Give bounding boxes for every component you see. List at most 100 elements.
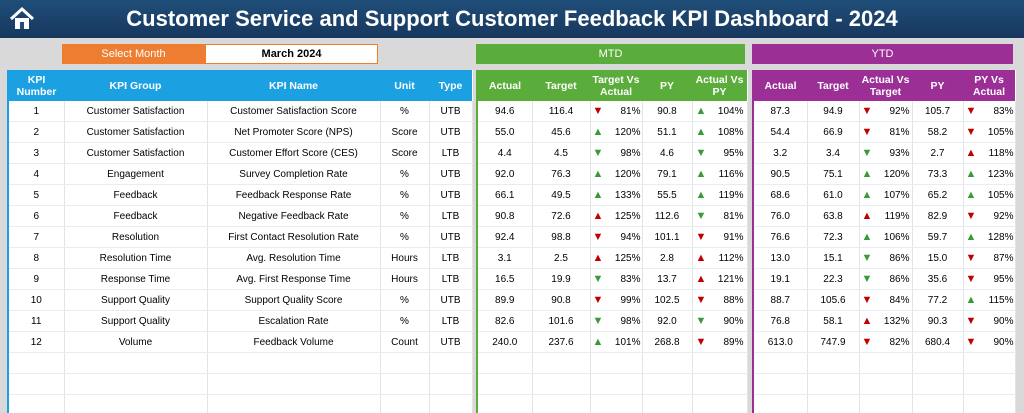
data-row: 11 Support Quality Escalation Rate% LTB: [9, 310, 473, 332]
table-cell: 747.9: [807, 331, 860, 353]
data-row: 19.1 22.3 ▼ 86% 35.6 ▼ 95%: [754, 268, 1016, 290]
table-cell: UTB: [429, 331, 473, 353]
table-cell: Customer Satisfaction Score: [207, 101, 381, 122]
percent-value: 83%: [993, 106, 1014, 117]
percent-value: 88%: [723, 295, 744, 306]
table-cell: UTB: [429, 101, 473, 122]
table-cell: 66.1: [478, 184, 533, 206]
data-row: 90.5 75.1 ▲ 120% 73.3 ▲ 123%: [754, 163, 1016, 185]
header-row: Actual Target Actual Vs Target PY PY Vs Actu…: [754, 70, 1015, 101]
percent-cell: ▼ 92%: [963, 205, 1016, 227]
data-row: 87.3 94.9 ▼ 92% 105.7 ▼ 83%: [754, 101, 1016, 122]
percent-value: 87%: [993, 253, 1014, 264]
table-cell: 9: [9, 268, 65, 290]
table-cell: 4.6: [642, 142, 693, 164]
ytd-table: Actual Target Actual Vs Target PY PY Vs Actu…: [754, 70, 1016, 413]
empty-cell: [963, 373, 1016, 395]
mtd-table-wrap: Actual Target Target Vs Actual PY Actual Vs …: [476, 70, 748, 413]
data-row: 89.9 90.8 ▼ 99% 102.5 ▼ 88%: [478, 289, 748, 311]
empty-cell: [807, 394, 860, 413]
table-cell: %: [380, 163, 430, 185]
empty-cell: [64, 394, 208, 413]
table-cell: Engagement: [64, 163, 208, 185]
percent-cell: ▲ 123%: [963, 163, 1016, 185]
table-cell: 4.5: [532, 142, 591, 164]
table-cell: Survey Completion Rate: [207, 163, 381, 185]
trend-arrow: ▲: [861, 315, 873, 327]
column-header: Target: [817, 79, 849, 92]
trend-arrow: ▼: [695, 336, 707, 348]
table-cell: Resolution: [64, 226, 208, 248]
percent-cell: ▼ 95%: [692, 142, 748, 164]
table-cell: 2: [9, 121, 65, 143]
table-cell: 54.4: [754, 121, 808, 143]
percent-cell: ▲ 108%: [692, 121, 748, 143]
empty-cell: [859, 352, 913, 374]
table-cell: 76.8: [754, 310, 808, 332]
percent-cell: ▼ 90%: [692, 310, 748, 332]
percent-cell: ▲ 112%: [692, 247, 748, 269]
trend-arrow: ▼: [965, 315, 977, 327]
table-cell: Score: [380, 121, 430, 143]
percent-value: 89%: [723, 337, 744, 348]
empty-cell: [642, 394, 693, 413]
dashboard-title: Customer Service and Support Customer Fe…: [126, 6, 898, 31]
table-cell: LTB: [429, 247, 473, 269]
empty-cell: [807, 373, 860, 395]
percent-cell: ▼ 90%: [963, 310, 1016, 332]
table-cell: 3.1: [478, 247, 533, 269]
table-cell: 82.6: [478, 310, 533, 332]
column-header: Target Vs Actual: [592, 73, 640, 98]
table-cell: Feedback Response Rate: [207, 184, 381, 206]
table-cell: Avg. First Response Time: [207, 268, 381, 290]
percent-cell: ▼ 94%: [590, 226, 643, 248]
percent-value: 108%: [717, 127, 744, 138]
empty-cell: [207, 394, 381, 413]
table-cell: 59.7: [912, 226, 964, 248]
empty-cell: [207, 373, 381, 395]
percent-cell: ▲ 120%: [590, 121, 643, 143]
trend-arrow: ▲: [861, 168, 873, 180]
kpi-table: KPI Number KPI Group KPI Name Unit Type 1 Cust…: [9, 70, 473, 413]
percent-cell: ▲ 118%: [963, 142, 1016, 164]
table-cell: 240.0: [478, 331, 533, 353]
percent-cell: ▼ 83%: [590, 268, 643, 290]
column-header: Actual Vs PY: [695, 73, 744, 98]
column-header: PY: [930, 79, 945, 92]
table-cell: 73.3: [912, 163, 964, 185]
empty-row: [478, 352, 748, 374]
month-select[interactable]: March 2024: [205, 44, 378, 64]
data-row: 90.8 72.6 ▲ 125% 112.6 ▼ 81%: [478, 205, 748, 227]
trend-arrow: ▼: [965, 126, 977, 138]
data-row: 13.0 15.1 ▼ 86% 15.0 ▼ 87%: [754, 247, 1016, 269]
home-icon[interactable]: [8, 5, 36, 33]
table-cell: 58.1: [807, 310, 860, 332]
trend-arrow: ▼: [861, 126, 873, 138]
header-row: Actual Target Target Vs Actual PY Actual Vs …: [478, 70, 747, 101]
percent-cell: ▼ 98%: [590, 142, 643, 164]
data-row: 7 Resolution First Contact Resolution Rate…: [9, 226, 473, 248]
data-row: 12 Volume Feedback Volume Count UTB: [9, 331, 473, 353]
percent-cell: ▼ 83%: [963, 101, 1016, 122]
empty-row: [9, 394, 473, 413]
table-cell: 22.3: [807, 268, 860, 290]
table-cell: 65.2: [912, 184, 964, 206]
percent-value: 119%: [718, 190, 744, 201]
trend-arrow: ▲: [592, 336, 604, 348]
empty-row: [9, 352, 473, 374]
trend-arrow: ▲: [965, 189, 977, 201]
column-header: Unit: [394, 79, 415, 92]
percent-value: 104%: [717, 106, 744, 117]
empty-row: [754, 352, 1016, 374]
percent-value: 123%: [987, 169, 1014, 180]
data-row: 66.1 49.5 ▲ 133% 55.5 ▲ 119%: [478, 184, 748, 206]
percent-value: 133%: [614, 190, 641, 201]
table-cell: 2.8: [642, 247, 693, 269]
percent-cell: ▲ 121%: [692, 268, 748, 290]
trend-arrow: ▼: [861, 336, 873, 348]
empty-cell: [64, 352, 208, 374]
trend-arrow: ▲: [861, 210, 873, 222]
empty-cell: [963, 352, 1016, 374]
percent-value: 116%: [718, 169, 744, 180]
